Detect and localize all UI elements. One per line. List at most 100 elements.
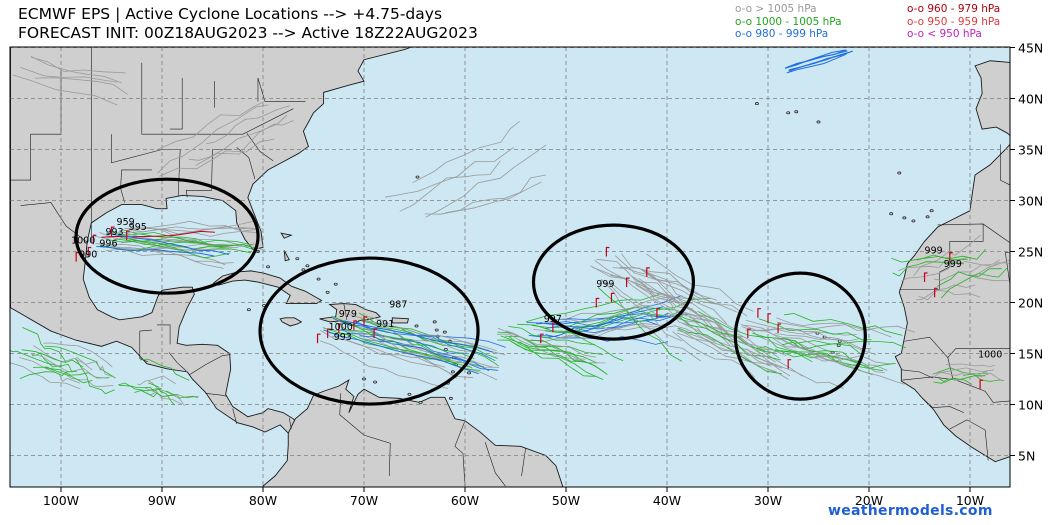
bahamas-2-landmass [283,250,290,262]
island [794,110,799,114]
storm-track [500,335,604,380]
island [897,171,902,175]
storm-track [118,384,162,392]
political-border [1041,410,1043,456]
lon-tick-label: 40W [653,493,681,508]
storm-track [614,255,719,305]
lat-tick-label: 40N [1018,92,1043,107]
storm-marker-icon [747,328,751,339]
storm-track [778,337,892,365]
storm-track [541,305,653,324]
storm-track [745,327,861,342]
storm-track [412,120,520,184]
storm-marker-icon [777,323,782,333]
storm-marker-icon [87,246,92,257]
storm-track [508,336,596,377]
storm-track [638,267,748,317]
storm-marker-icon [316,333,321,344]
highlight-circle-eastern-atlantic [733,271,867,401]
storm-track [932,370,988,376]
storm-track [101,230,215,238]
storm-track [916,248,986,261]
storm-track [745,319,872,350]
storm-marker-icon [373,328,378,339]
storm-marker-icon [540,333,544,344]
lon-tick-label: 20W [855,493,883,508]
political-border [189,354,231,376]
storm-marker-icon [949,252,953,262]
political-border [521,448,526,476]
storm-track [352,323,485,367]
island [414,324,419,328]
storm-marker-icon [595,297,600,308]
highlight-circle-caribbean [258,256,480,406]
storm-track [425,144,547,218]
legend-right: o-o 960 - 979 hPa o-o 950 - 959 hPa o-o … [907,3,1000,41]
storm-track [115,238,231,259]
storm-track [44,345,116,379]
storm-track [20,67,118,83]
storm-track [897,259,964,272]
storm-track [968,274,1010,282]
storm-track [918,289,981,301]
pressure-label: 993 [334,332,352,343]
political-border [162,108,294,135]
pressure-label: 979 [339,309,357,320]
island [407,392,412,396]
island [816,120,821,124]
legend-item-above-1005: o-o > 1005 hPa [735,3,817,15]
cuba-landmass [212,270,323,304]
storm-marker-icon [126,230,130,241]
storm-marker-icon [363,316,367,326]
storm-track [786,53,847,74]
storm-marker-icon [767,313,771,323]
storm-marker-icon [934,287,938,298]
island [325,290,330,294]
storm-track [697,310,813,363]
storm-marker-icon [552,322,556,332]
storm-track [30,56,126,74]
pressure-label: 990 [79,250,97,261]
storm-marker-icon [757,308,761,318]
island [418,401,423,404]
island [929,209,934,213]
africa-landmass [894,143,1010,463]
lon-tick-label: 60W [451,493,479,508]
storm-track [148,382,176,406]
storm-marker-icon [338,323,342,333]
storm-track [360,320,506,356]
storm-track [323,329,479,375]
storm-track [343,320,494,353]
storm-track [673,325,778,374]
storm-track [756,346,863,364]
storm-marker-icon [605,246,610,257]
legend-item-960-979: o-o 960 - 979 hPa [907,3,1001,15]
political-border [919,395,965,413]
map-title: ECMWF EPS | Active Cyclone Locations -->… [18,5,478,43]
storm-track [962,373,1004,382]
storm-marker-icon [979,379,984,390]
storm-track [784,49,846,69]
political-border [484,442,506,487]
site-credit[interactable]: weathermodels.com [828,503,993,519]
island [295,257,300,261]
storm-track [752,332,862,355]
storm-marker-icon [626,277,630,288]
storm-track [21,349,73,373]
pressure-label: 1000 [71,235,95,246]
storm-track [949,372,1002,381]
lat-tick-label: 20N [1018,296,1043,311]
map-frame [9,46,1011,488]
storm-track [530,323,658,343]
political-border [120,169,152,203]
storm-marker-icon [787,359,792,369]
storm-track [775,333,877,355]
storm-track [95,242,226,266]
storm-track [933,259,1001,281]
lat-tick-label: 10N [1018,398,1043,413]
storm-track [99,242,222,251]
storm-track [597,287,683,362]
storm-track [75,357,115,395]
storm-track [367,328,500,368]
